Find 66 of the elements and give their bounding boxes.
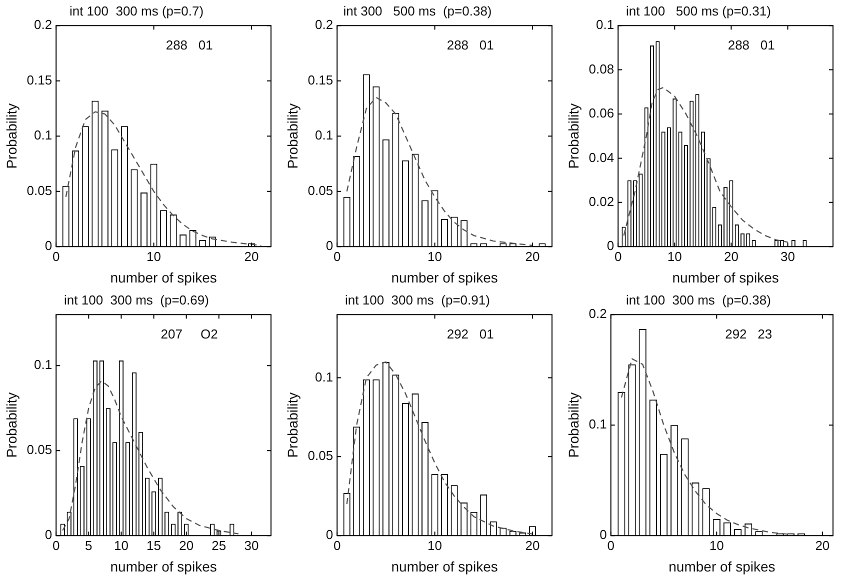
y-axis-title: Probability xyxy=(565,392,582,458)
annotation: 288 01 xyxy=(728,38,775,53)
x-tick-label: 20 xyxy=(815,538,830,553)
annotation: 288 01 xyxy=(446,38,494,53)
x-tick-label: 5 xyxy=(85,538,92,553)
x-tick-label: 10 xyxy=(428,538,442,553)
y-tick-label: 0.04 xyxy=(588,150,614,165)
x-tick-label: 10 xyxy=(709,538,724,553)
y-tick-label: 0.2 xyxy=(315,17,334,32)
chart-title: int 100 300 ms (p=0.91) xyxy=(345,292,490,308)
y-tick-label: 0.15 xyxy=(308,72,334,88)
y-tick-label: 0.15 xyxy=(26,72,52,88)
y-tick-label: 0.06 xyxy=(588,106,614,121)
x-axis-title: number of spikes xyxy=(668,558,776,574)
y-tick-label: 0.2 xyxy=(588,306,607,322)
y-tick-label: 0.1 xyxy=(34,357,52,372)
y-tick-label: 0 xyxy=(606,238,614,254)
y-tick-label: 0 xyxy=(44,527,52,542)
x-axis-title: number of spikes xyxy=(672,269,779,286)
y-tick-label: 0.05 xyxy=(308,182,334,198)
x-tick-label: 20 xyxy=(244,248,259,264)
y-tick-label: 0.1 xyxy=(315,369,334,384)
y-axis-title: Probability xyxy=(3,392,20,458)
y-tick-label: 0.1 xyxy=(34,128,52,143)
y-tick-label: 0.1 xyxy=(596,17,614,32)
x-tick-label: 25 xyxy=(212,538,226,553)
x-tick-label: 30 xyxy=(244,538,259,553)
y-tick-label: 0.08 xyxy=(588,61,614,76)
x-tick-label: 10 xyxy=(114,538,128,553)
y-tick-label: 0 xyxy=(326,238,334,254)
annotation: 292 01 xyxy=(446,326,494,342)
y-axis-title: Probability xyxy=(3,103,20,169)
annotation: 288 01 xyxy=(166,38,213,53)
x-tick-label: 20 xyxy=(724,248,738,264)
y-tick-label: 0.2 xyxy=(34,17,52,32)
x-axis-title: number of spikes xyxy=(110,558,217,574)
y-tick-label: 0.05 xyxy=(26,442,52,458)
x-tick-label: 20 xyxy=(525,248,540,264)
x-axis-title: number of spikes xyxy=(110,269,217,286)
x-tick-label: 10 xyxy=(428,248,442,264)
y-tick-label: 0.05 xyxy=(308,448,334,464)
y-axis-title: Probability xyxy=(284,103,300,169)
chart-title: int 100 500 ms (p=0.31) xyxy=(626,3,771,18)
chart-title: int 100 300 ms (p=0.38) xyxy=(626,292,771,308)
y-tick-label: 0 xyxy=(326,527,334,542)
y-axis-title: Probability xyxy=(284,392,300,458)
y-axis-title: Probability xyxy=(565,103,582,169)
x-tick-label: 10 xyxy=(667,248,682,264)
chart-title: int 100 300 ms (p=0.69) xyxy=(64,292,209,308)
y-tick-label: 0 xyxy=(44,238,52,254)
y-tick-label: 0.05 xyxy=(26,182,52,198)
annotation: 207 O2 xyxy=(160,326,218,342)
chart-title: int 100 300 ms (p=0.7) xyxy=(69,3,204,18)
y-tick-label: 0.1 xyxy=(588,416,607,432)
y-tick-label: 0.02 xyxy=(588,194,614,209)
x-tick-label: 30 xyxy=(780,248,795,264)
x-tick-label: 15 xyxy=(146,538,162,553)
x-tick-label: 20 xyxy=(525,538,540,553)
y-tick-label: 0 xyxy=(600,527,607,542)
x-tick-label: 20 xyxy=(179,538,194,553)
annotation: 292 23 xyxy=(725,326,772,342)
x-axis-title: number of spikes xyxy=(391,558,498,574)
x-tick-label: 10 xyxy=(146,248,162,264)
chart-title: int 300 500 ms (p=0.38) xyxy=(343,3,492,18)
y-tick-label: 0.1 xyxy=(315,128,334,143)
x-axis-title: number of spikes xyxy=(391,269,498,286)
